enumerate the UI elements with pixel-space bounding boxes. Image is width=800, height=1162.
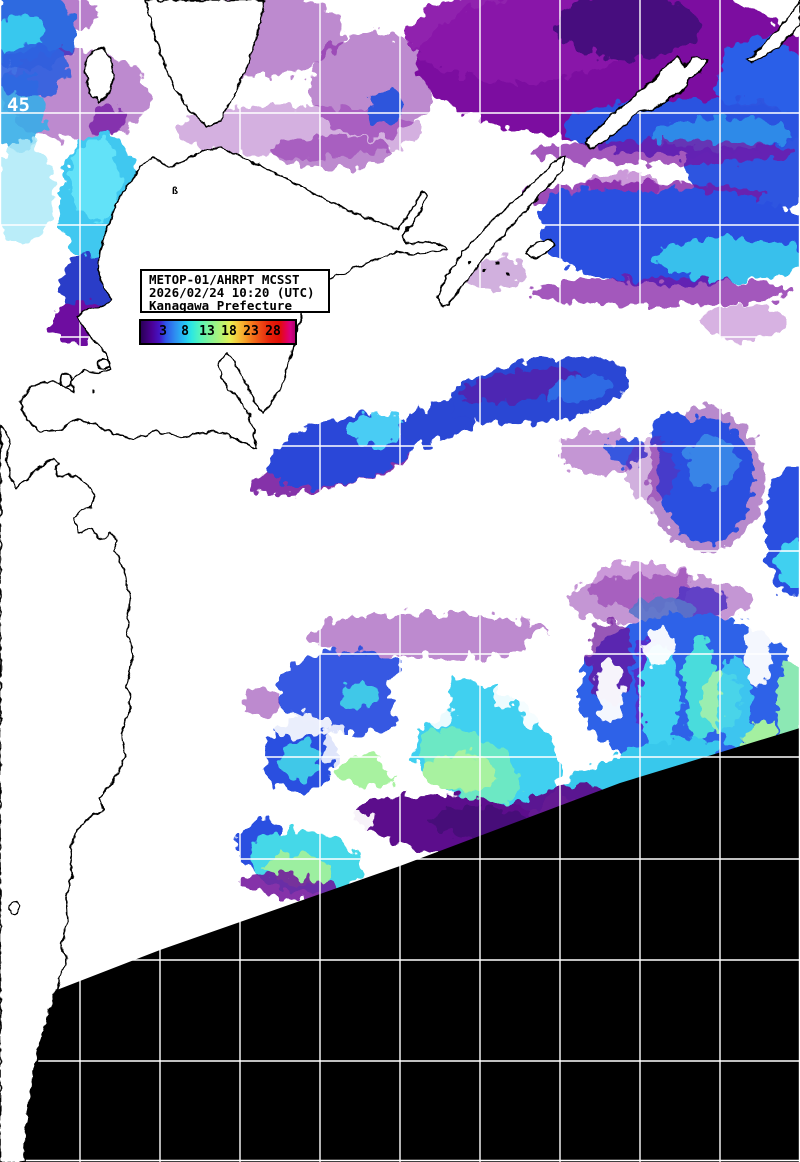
sst-blob: [494, 673, 516, 707]
sst-blob: [279, 741, 321, 779]
colorbar-tick: 8: [181, 324, 189, 339]
sst-blob: [243, 688, 281, 718]
sst-blob: [69, 138, 121, 222]
okushiri-island: [59, 373, 73, 387]
info-line-region: Kanagawa Prefecture: [149, 298, 292, 313]
sst-blob: [641, 644, 679, 756]
sst-blob: [645, 627, 675, 665]
sst-blob: [700, 304, 784, 340]
sst-blob: [565, 717, 587, 775]
rebun-island: [84, 47, 114, 103]
latitude-label: 45: [7, 94, 30, 116]
sst-blob: [530, 140, 794, 164]
colorbar-tick-labels: 3 8 13 18 23 28: [141, 321, 295, 343]
sst-blob: [745, 616, 771, 688]
sst-blob: [624, 440, 676, 500]
colorbar-tick: 28: [265, 324, 281, 339]
sst-colorbar: 3 8 13 18 23 28: [139, 319, 297, 345]
sst-blob: [308, 613, 552, 659]
islet-dots: [92, 261, 510, 394]
sst-blob: [380, 717, 416, 777]
kojima-island: [97, 358, 111, 370]
sst-blob: [597, 661, 623, 723]
etorofu-island: [584, 56, 708, 150]
sst-blob: [718, 656, 752, 748]
sst-blob: [519, 679, 545, 725]
sakhalin-cape: [145, 0, 265, 128]
sst-blob: [270, 136, 394, 168]
sst-blob: [519, 631, 571, 693]
honshu-tohoku: [0, 425, 134, 1162]
kunashiri-island: [437, 155, 566, 307]
small-island: [8, 901, 20, 915]
sst-blob: [548, 375, 612, 403]
sst-blob: [323, 725, 347, 765]
sst-blob: [556, 0, 700, 59]
colorbar-tick: 3: [159, 324, 167, 339]
sst-blob: [540, 188, 632, 244]
colorbar-tick: 13: [199, 324, 215, 339]
sst-blob: [339, 683, 381, 709]
info-line-datetime: 2026/02/24 10:20 (UTC): [149, 285, 315, 300]
sst-blob: [0, 140, 54, 244]
sst-blob: [367, 91, 405, 125]
sst-blob: [421, 700, 455, 726]
sst-blob: [270, 713, 330, 737]
sst-blob: [0, 15, 45, 53]
sst-blob: [331, 808, 373, 834]
urup-island: [747, 0, 800, 64]
colorbar-tick: 23: [243, 324, 259, 339]
sst-blob: [349, 411, 407, 447]
sst-blob: [650, 412, 694, 452]
sst-blob: [686, 436, 738, 488]
info-line-product: METOP-01/AHRPT MCSST: [149, 272, 300, 287]
sst-blob: [426, 754, 498, 792]
sst-blob: [656, 238, 800, 280]
info-box: METOP-01/AHRPT MCSST 2026/02/24 10:20 (U…: [140, 269, 330, 313]
land-marker-glyph: ß: [172, 186, 178, 197]
sst-blob: [90, 106, 126, 134]
sst-blob: [528, 278, 792, 306]
sst-blob: [776, 541, 800, 587]
sst-blob: [568, 574, 752, 626]
shikotan-island: [525, 238, 556, 259]
sst-blob: [0, 44, 68, 96]
colorbar-tick: 18: [221, 324, 237, 339]
sst-blob: [777, 658, 800, 742]
